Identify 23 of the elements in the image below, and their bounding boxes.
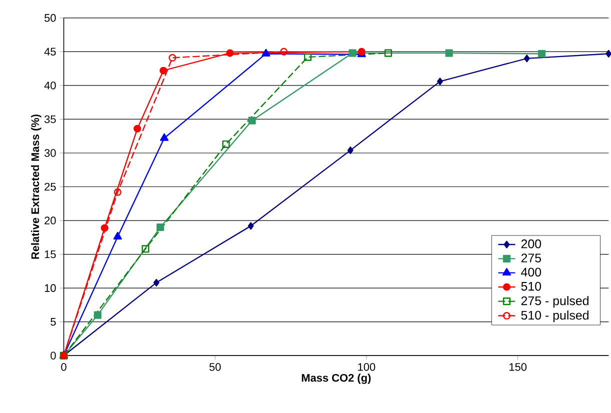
x-tick-label: 0 xyxy=(61,362,66,371)
y-tick-label: 20 xyxy=(44,216,56,224)
y-tick-label: 35 xyxy=(44,115,56,123)
y-tick-label: 50 xyxy=(44,14,56,22)
y-tick-label: 5 xyxy=(50,318,56,326)
legend-label: 200 xyxy=(521,239,542,248)
y-tick-label: 45 xyxy=(44,48,56,56)
x-tick-label: 150 xyxy=(510,362,527,371)
legend-label: 510 xyxy=(521,282,542,291)
y-tick-label: 40 xyxy=(44,81,56,90)
y-tick-label: 25 xyxy=(44,182,56,190)
y-axis-title: Relative Extracted Mass (%) xyxy=(31,114,42,259)
legend-label: 275 - pulsed xyxy=(521,296,588,308)
y-tick-label: 10 xyxy=(44,284,56,292)
y-tick-label: 0 xyxy=(50,352,56,360)
x-tick-label: 50 xyxy=(209,362,221,371)
legend-label: 400 xyxy=(521,268,542,276)
x-axis-title: Mass CO2 (g) xyxy=(302,373,371,384)
x-tick-label: 100 xyxy=(358,362,376,371)
y-tick-label: 15 xyxy=(44,250,56,258)
legend-label: 510 - pulsed xyxy=(521,310,588,322)
y-tick-label: 30 xyxy=(44,148,56,157)
legend-label: 275 xyxy=(521,253,542,262)
